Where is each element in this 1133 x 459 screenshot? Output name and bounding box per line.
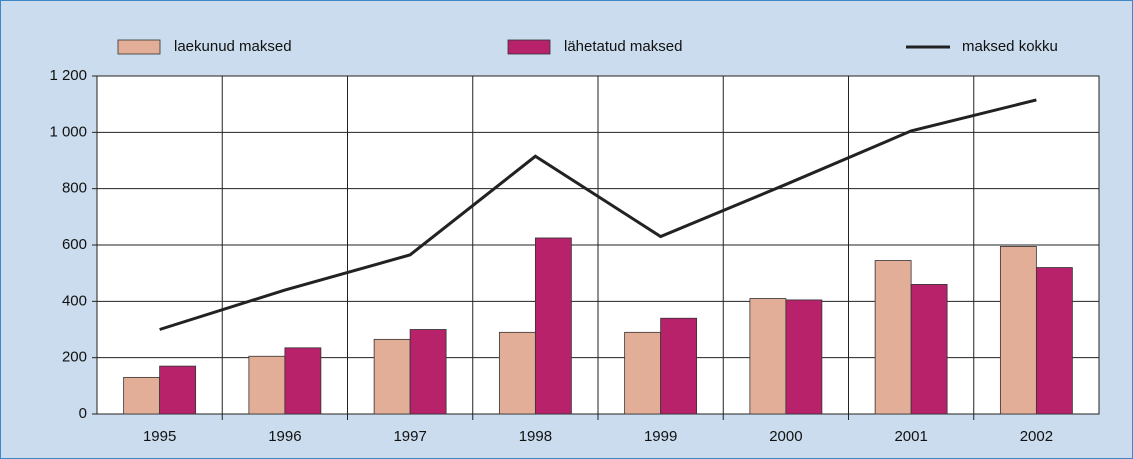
y-tick-label: 200 [62, 349, 87, 366]
bar [785, 299, 823, 415]
line [159, 98, 1037, 331]
bar [749, 298, 787, 415]
x-tick-label: 1996 [268, 428, 301, 445]
bar [874, 260, 912, 415]
bar [284, 347, 322, 415]
y-tick-label: 600 [62, 236, 87, 253]
x-tick-label: 1997 [393, 428, 426, 445]
x-tick-label: 2002 [1020, 428, 1053, 445]
bar [1035, 267, 1073, 415]
bar [248, 355, 286, 415]
bar [660, 317, 698, 415]
y-tick-label: 0 [79, 405, 87, 422]
x-tick-label: 1998 [519, 428, 552, 445]
bar [159, 365, 197, 415]
legend-label: maksed kokku [962, 38, 1058, 55]
x-tick-label: 2001 [894, 428, 927, 445]
x-tick-label: 1999 [644, 428, 677, 445]
bar [910, 284, 948, 415]
bar [624, 331, 662, 415]
bar [999, 246, 1037, 415]
legend-swatch [507, 39, 551, 55]
x-tick-label: 1995 [143, 428, 176, 445]
bar [534, 237, 572, 415]
legend-label: laekunud maksed [174, 38, 292, 55]
legend-label: lähetatud maksed [564, 38, 682, 55]
y-tick-label: 1 200 [49, 67, 87, 84]
y-tick-label: 800 [62, 180, 87, 197]
bar [123, 376, 161, 415]
legend-swatch [117, 39, 161, 55]
y-tick-label: 400 [62, 292, 87, 309]
bar [498, 331, 536, 415]
y-tick-label: 1 000 [49, 123, 87, 140]
bar [409, 329, 447, 415]
bar [373, 338, 411, 415]
x-tick-label: 2000 [769, 428, 802, 445]
